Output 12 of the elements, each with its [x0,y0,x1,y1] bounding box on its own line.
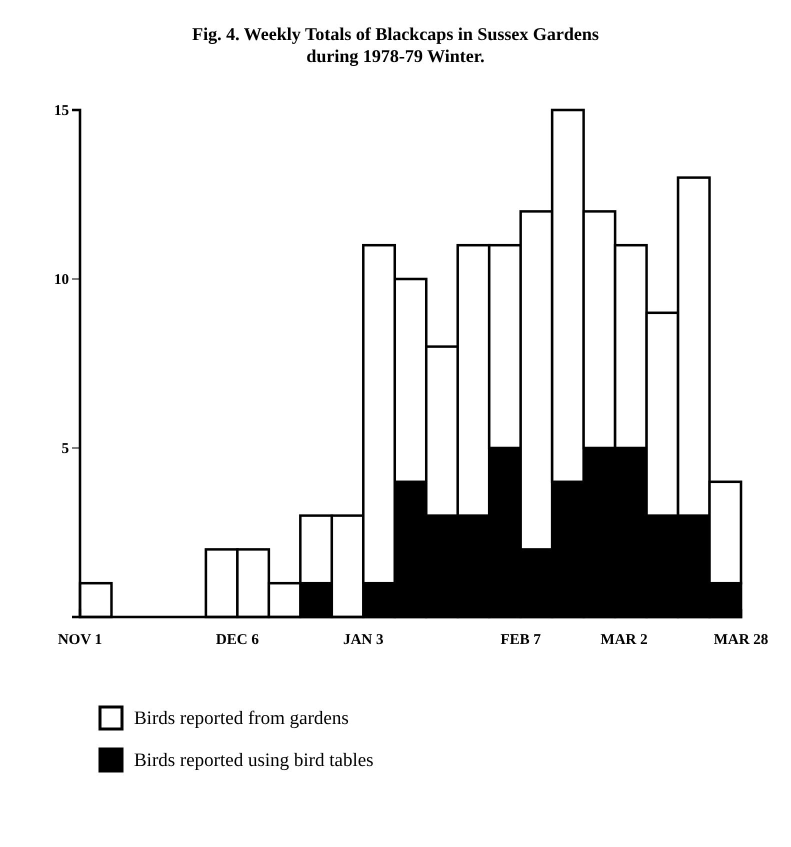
y-tick-label: 5 [62,440,69,457]
x-tick-label: JAN 3 [343,632,384,648]
chart-title: Fig. 4. Weekly Totals of Blackcaps in Sussex Gardens during 1978-79 Winter. [192,24,599,66]
x-tick-label: MAR 2 [600,632,648,648]
legend-label: Birds reported using bird tables [134,750,374,771]
legend-label: Birds reported from gardens [134,708,349,729]
x-tick-label: FEB 7 [500,632,542,648]
x-tick-label: MAR 28 [714,632,768,648]
x-tick-label: NOV 1 [58,632,102,648]
y-tick-label: 15 [54,102,69,119]
y-tick-label: 10 [54,272,69,288]
x-tick-label: DEC 6 [216,632,260,648]
